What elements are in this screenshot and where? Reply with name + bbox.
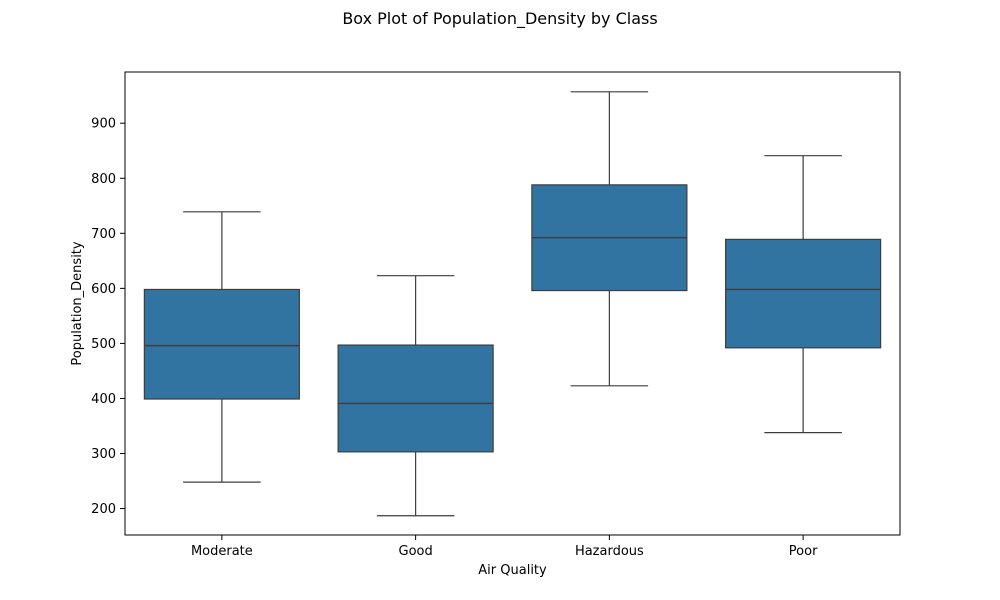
- y-tick-label: 900: [91, 117, 116, 132]
- x-tick-label: Moderate: [191, 544, 253, 559]
- chart-title: Box Plot of Population_Density by Class: [342, 9, 658, 28]
- iqr-box: [143, 288, 300, 400]
- box-group-moderate: [143, 211, 300, 483]
- x-axis: Moderate Good Hazardous Poor: [191, 535, 818, 559]
- iqr-box: [725, 238, 882, 349]
- y-tick-label: 700: [91, 227, 116, 242]
- y-tick-label: 600: [91, 282, 116, 297]
- box-group-poor: [725, 155, 882, 434]
- y-axis: 200 300 400 500 600 700 800 900: [91, 117, 125, 517]
- y-tick-label: 400: [91, 392, 116, 407]
- x-tick-label: Good: [399, 544, 433, 559]
- x-tick-label: Poor: [789, 544, 818, 559]
- y-tick-label: 500: [91, 337, 116, 352]
- boxes-layer: [143, 91, 882, 517]
- iqr-box: [337, 344, 494, 453]
- y-axis-label: Population_Density: [70, 241, 85, 366]
- y-tick-label: 200: [91, 502, 116, 517]
- box-group-good: [337, 275, 494, 517]
- x-axis-label: Air Quality: [478, 563, 547, 578]
- plot-frame: [124, 71, 901, 536]
- box-group-hazardous: [531, 91, 688, 387]
- x-tick-label: Hazardous: [575, 544, 644, 559]
- y-tick-label: 800: [91, 172, 116, 187]
- y-tick-label: 300: [91, 447, 116, 462]
